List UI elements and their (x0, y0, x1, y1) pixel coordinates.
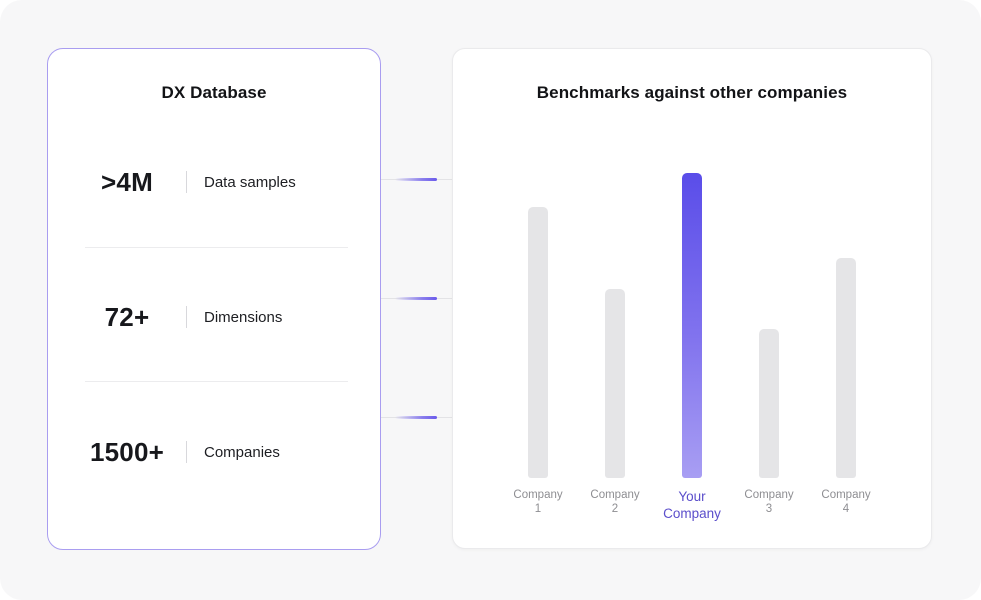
connector-pulse (395, 178, 437, 181)
stat-value-data-samples: >4M (101, 166, 153, 197)
stat-separator (85, 381, 348, 382)
connector-line-middle (381, 297, 452, 300)
bar-group-company-4: Company 4 (808, 173, 885, 522)
stat-label-companies: Companies (204, 443, 280, 461)
bar-group-company-1: Company 1 (500, 173, 577, 522)
stat-divider (186, 306, 187, 328)
stat-value-dimensions: 72+ (104, 301, 150, 332)
stat-divider (186, 441, 187, 463)
bar-company-4 (836, 258, 856, 478)
stat-row-companies: 1500+ Companies (48, 432, 380, 472)
benchmarks-card: Benchmarks against other companies Compa… (452, 48, 932, 549)
connector-pulse (395, 297, 437, 300)
bar-label-company-4: Company 4 (821, 489, 871, 515)
bar-group-your-company: Your Company (654, 173, 731, 522)
stat-separator (85, 247, 348, 248)
dx-database-title: DX Database (161, 83, 267, 102)
connector-line-bottom (381, 416, 452, 419)
stat-label-dimensions: Dimensions (204, 308, 283, 326)
bar-label-company-2: Company 2 (590, 489, 640, 515)
connector-pulse (395, 416, 437, 419)
bar-group-company-2: Company 2 (577, 173, 654, 522)
stat-divider (186, 171, 187, 193)
stat-value-companies: 1500+ (89, 436, 165, 467)
bar-group-company-3: Company 3 (731, 173, 808, 522)
bar-label-your-company: Your Company (663, 489, 721, 521)
stat-row-data-samples: >4M Data samples (48, 162, 380, 202)
bar-company-3 (759, 329, 779, 478)
benchmark-bar-chart: Company 1 Company 2 (453, 173, 931, 522)
bar-company-2 (605, 289, 625, 478)
bar-label-company-1: Company 1 (513, 489, 563, 515)
stat-label-data-samples: Data samples (204, 173, 296, 191)
connector-line-top (381, 178, 452, 181)
benchmarks-title: Benchmarks against other companies (536, 83, 848, 102)
bar-label-company-3: Company 3 (744, 489, 794, 515)
dx-database-card: DX Database >4M Data samples 72+ Dimensi… (47, 48, 381, 550)
stat-row-dimensions: 72+ Dimensions (48, 297, 380, 337)
bar-your-company (682, 173, 702, 478)
bar-company-1 (528, 207, 548, 478)
